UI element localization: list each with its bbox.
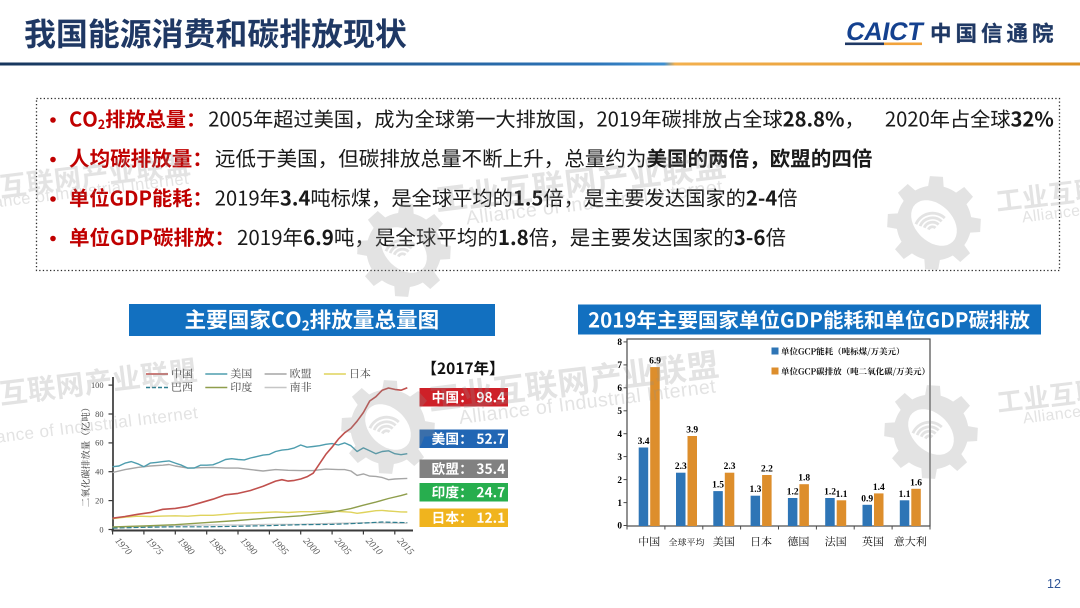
svg-text:40: 40	[95, 468, 103, 477]
svg-text:1: 1	[617, 499, 622, 509]
svg-text:2: 2	[617, 476, 622, 486]
svg-text:CAICT: CAICT	[844, 18, 926, 46]
svg-text:0: 0	[617, 522, 622, 532]
svg-text:2.3: 2.3	[724, 462, 736, 472]
svg-text:0: 0	[99, 525, 103, 534]
svg-text:12: 12	[1047, 577, 1061, 591]
svg-text:1.8: 1.8	[798, 474, 810, 484]
svg-text:3.9: 3.9	[686, 426, 698, 436]
svg-text:6.9: 6.9	[649, 357, 661, 367]
svg-text:1.1: 1.1	[836, 490, 848, 500]
svg-text:60: 60	[95, 439, 103, 448]
svg-text:2.3: 2.3	[675, 462, 687, 472]
svg-text:1.4: 1.4	[873, 483, 885, 493]
svg-text:20: 20	[95, 496, 103, 505]
svg-text:100: 100	[91, 381, 104, 390]
svg-text:0.9: 0.9	[861, 494, 873, 504]
svg-text:4: 4	[617, 430, 622, 440]
svg-text:7: 7	[617, 361, 622, 371]
svg-text:80: 80	[95, 410, 103, 419]
svg-text:3.4: 3.4	[638, 437, 650, 447]
svg-text:1.1: 1.1	[899, 490, 911, 500]
svg-text:1.3: 1.3	[749, 485, 761, 495]
svg-text:3: 3	[617, 453, 622, 463]
svg-text:1.2: 1.2	[824, 488, 836, 498]
svg-text:1.5: 1.5	[712, 481, 724, 491]
svg-text:1.6: 1.6	[910, 478, 922, 488]
svg-text:5: 5	[617, 407, 622, 417]
svg-text:1.2: 1.2	[787, 488, 799, 498]
svg-text:6: 6	[617, 384, 622, 394]
svg-text:8: 8	[617, 338, 622, 348]
svg-text:2.2: 2.2	[761, 465, 773, 475]
